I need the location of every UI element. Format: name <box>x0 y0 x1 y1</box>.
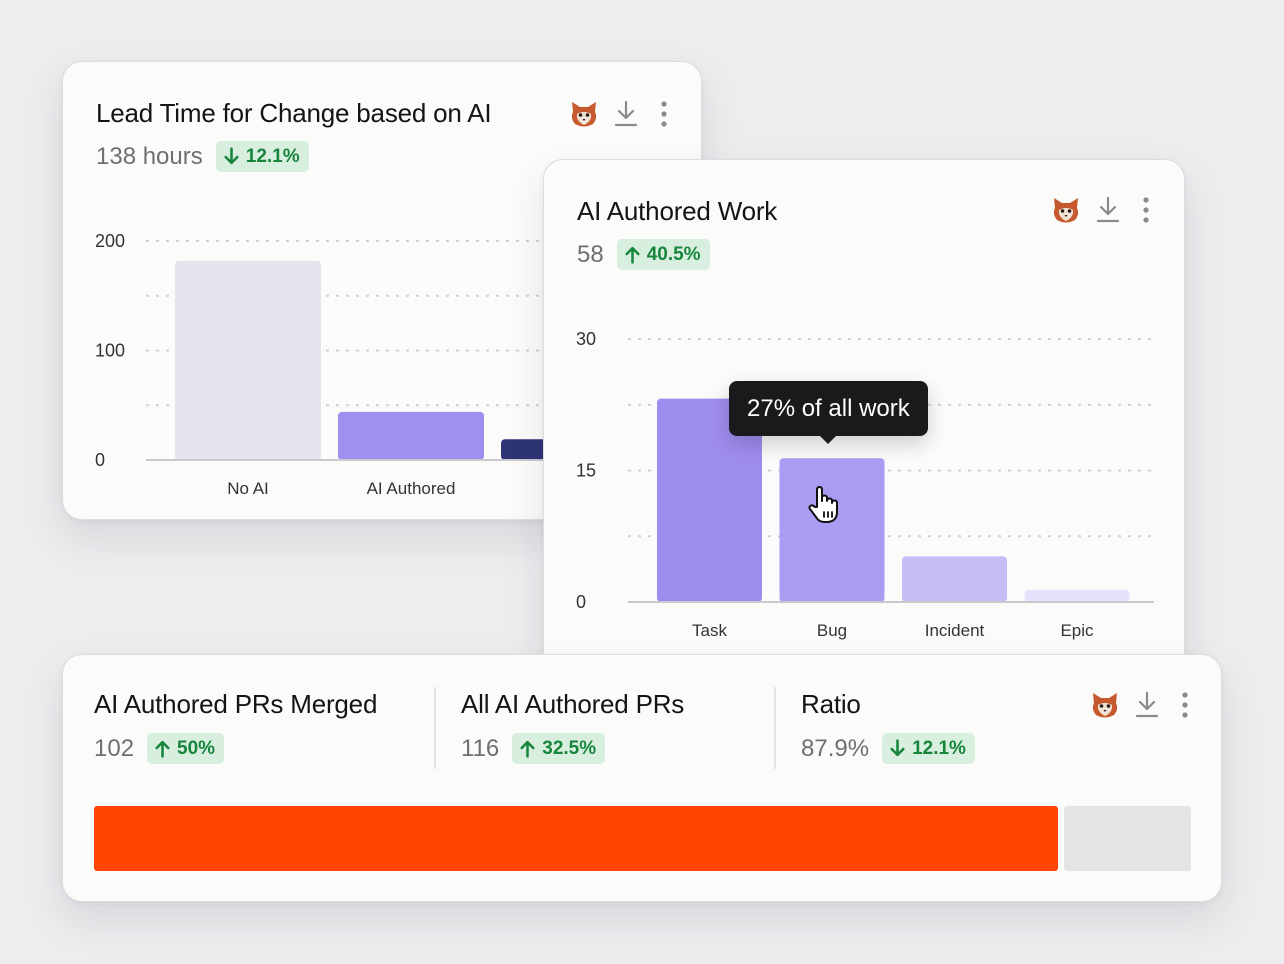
metric-title-all-prs: All AI Authored PRs <box>461 689 685 719</box>
y-tick-label: 100 <box>95 341 125 361</box>
change-text: 40.5% <box>646 243 701 265</box>
card-title: AI Authored Work <box>577 196 778 226</box>
metric-value: 116 <box>461 734 500 762</box>
metric-row-prs-merged: 102 50% <box>94 733 225 764</box>
ai-work-bar-chart: 0 15 30 Task Bug Incident Epic <box>576 329 1154 640</box>
metric-title-ratio: Ratio <box>801 689 861 719</box>
ratio-bar <box>94 806 1191 871</box>
more-vertical-icon[interactable] <box>1181 692 1189 718</box>
card-toolbar <box>568 98 668 130</box>
y-tick-label: 0 <box>95 450 105 470</box>
change-badge: 12.1% <box>882 733 975 764</box>
change-badge: 40.5% <box>616 239 710 270</box>
bar <box>1024 589 1130 602</box>
change-badge: 32.5% <box>512 733 606 764</box>
ratio-bar-remainder <box>1064 806 1191 871</box>
avatar-icon[interactable] <box>1050 194 1082 226</box>
change-text: 12.1% <box>912 737 966 759</box>
card-toolbar <box>1050 194 1150 226</box>
metric-value: 138 hours <box>96 142 203 170</box>
more-vertical-icon[interactable] <box>1142 197 1150 223</box>
arrow-up-icon <box>520 740 535 758</box>
metric-row: 58 40.5% <box>577 239 710 270</box>
ratio-bar-fill <box>94 806 1058 871</box>
arrow-down-icon <box>224 147 239 165</box>
metric-divider <box>434 687 436 769</box>
x-tick-label: No AI <box>227 479 269 498</box>
card-title: Lead Time for Change based on AI <box>96 98 492 128</box>
bar-tooltip: 27% of all work <box>729 381 928 444</box>
metric-value: 58 <box>577 240 604 268</box>
hand-cursor-icon <box>808 486 838 523</box>
metric-row-all-prs: 116 32.5% <box>461 733 606 764</box>
download-icon[interactable] <box>1096 196 1120 224</box>
x-tick-label: Epic <box>1060 621 1094 640</box>
bar <box>175 260 321 460</box>
x-tick-label: AI Authored <box>367 479 456 498</box>
metric-value: 87.9% <box>801 734 870 762</box>
arrow-down-icon <box>890 739 905 757</box>
download-icon[interactable] <box>614 100 638 128</box>
metric-divider <box>774 687 776 769</box>
prs-card: AI Authored PRs Merged 102 50% All AI Au… <box>62 654 1222 902</box>
bar <box>779 458 885 602</box>
change-text: 32.5% <box>542 737 597 759</box>
change-badge: 12.1% <box>215 141 309 172</box>
y-tick-label: 30 <box>576 329 596 349</box>
y-tick-label: 200 <box>95 231 125 251</box>
y-tick-label: 0 <box>576 592 586 612</box>
bar <box>902 556 1007 602</box>
x-tick-label: Task <box>692 621 727 640</box>
y-tick-label: 15 <box>576 461 596 481</box>
more-vertical-icon[interactable] <box>660 101 668 127</box>
ai-work-card: AI Authored Work 58 40.5% 0 15 30 Task Bug In… <box>543 159 1185 679</box>
arrow-up-icon <box>625 246 640 264</box>
metric-row: 138 hours 12.1% <box>96 141 309 172</box>
download-icon[interactable] <box>1135 691 1159 719</box>
card-toolbar <box>1089 689 1189 721</box>
metric-row-ratio: 87.9% 12.1% <box>801 733 975 764</box>
metric-title-prs-merged: AI Authored PRs Merged <box>94 689 378 719</box>
change-text: 12.1% <box>245 145 300 167</box>
x-tick-label: Bug <box>817 621 847 640</box>
avatar-icon[interactable] <box>568 98 600 130</box>
change-text: 50% <box>177 737 216 759</box>
change-badge: 50% <box>147 733 225 764</box>
bar <box>338 411 484 460</box>
bar <box>657 398 762 602</box>
avatar-icon[interactable] <box>1089 689 1121 721</box>
arrow-up-icon <box>155 740 170 758</box>
metric-value: 102 <box>94 734 135 762</box>
x-tick-label: Incident <box>925 621 985 640</box>
